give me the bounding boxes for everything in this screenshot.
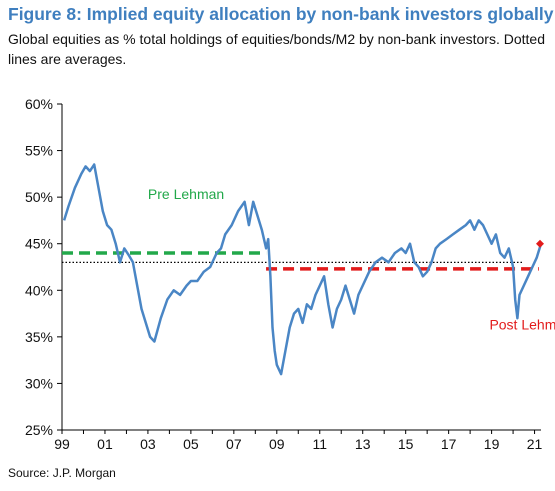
x-tick-label: 01 — [97, 436, 113, 452]
source-note: Source: J.P. Morgan — [8, 466, 116, 480]
x-tick-label: 21 — [527, 436, 543, 452]
y-tick-label: 30% — [25, 375, 53, 391]
y-tick-label: 35% — [25, 329, 53, 345]
end-marker — [536, 239, 544, 248]
x-tick-label: 17 — [441, 436, 457, 452]
y-tick-label: 40% — [25, 282, 53, 298]
x-tick-label: 15 — [398, 436, 414, 452]
x-tick-label: 13 — [355, 436, 371, 452]
series-line — [62, 163, 543, 376]
y-tick-label: 45% — [25, 236, 53, 252]
y-tick-label: 55% — [25, 143, 53, 159]
reference-lines — [62, 251, 539, 271]
y-tick-label: 25% — [25, 422, 53, 438]
annotations: Pre Lehman Post Lehman — [148, 186, 555, 332]
pre-lehman-label: Pre Lehman — [148, 186, 224, 202]
y-tick-label: 50% — [25, 189, 53, 205]
x-tick-label: 07 — [226, 436, 242, 452]
y-tick-label: 60% — [25, 96, 53, 112]
post-lehman-label: Post Lehman — [489, 316, 555, 332]
x-tick-label: 05 — [183, 436, 199, 452]
x-tick-label: 03 — [140, 436, 156, 452]
x-tick-label: 99 — [54, 436, 70, 452]
x-tick-label: 09 — [269, 436, 285, 452]
axes: 25% 30% 35% 40% 45% 50% 55% 60% 99 01 03 05 07 09 11 13… — [25, 96, 543, 452]
chart-title: Figure 8: Implied equity allocation by n… — [8, 4, 554, 24]
chart-subtitle: Global equities as % total holdings of e… — [8, 31, 545, 67]
x-tick-label: 19 — [484, 436, 500, 452]
series-layer — [62, 163, 544, 376]
x-tick-label: 11 — [312, 436, 327, 452]
